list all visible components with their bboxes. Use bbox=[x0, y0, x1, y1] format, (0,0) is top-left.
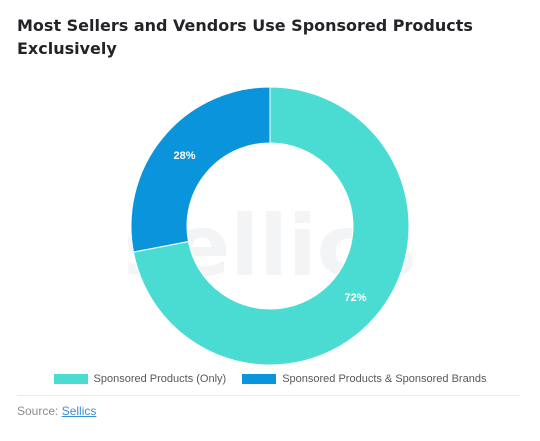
chart-title: Most Sellers and Vendors Use Sponsored P… bbox=[17, 16, 473, 58]
legend-swatch bbox=[242, 374, 277, 384]
slice-data-label: 28% bbox=[173, 150, 195, 162]
slice-data-label: 72% bbox=[345, 292, 367, 304]
legend-label: Sponsored Products & Sponsored Brands bbox=[282, 373, 487, 385]
donut-chart: sellics 72% 28% bbox=[0, 70, 540, 370]
legend-item-sponsored-products-and-brands[interactable]: Sponsored Products & Sponsored Brands bbox=[242, 373, 486, 385]
source-link[interactable]: Sellics bbox=[61, 404, 97, 418]
legend-item-sponsored-products-only[interactable]: Sponsored Products (Only) bbox=[53, 373, 227, 385]
legend-swatch bbox=[53, 374, 88, 384]
donut-slice[interactable] bbox=[130, 86, 271, 253]
source-label: Source: bbox=[17, 404, 59, 418]
chart-legend: Sponsored Products (Only) Sponsored Prod… bbox=[0, 371, 540, 387]
source-footer: Source: Sellics bbox=[17, 395, 520, 418]
donut-chart-svg: sellics 72%28% bbox=[123, 86, 417, 366]
donut-slice[interactable] bbox=[132, 86, 410, 366]
legend-label: Sponsored Products (Only) bbox=[93, 373, 227, 385]
